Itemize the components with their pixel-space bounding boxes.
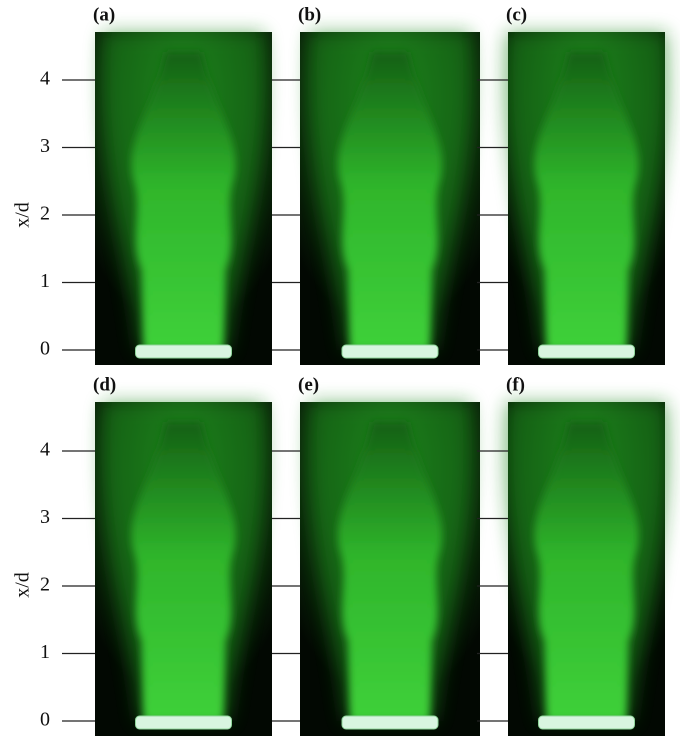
panel-label: (a) xyxy=(93,4,115,25)
jet-core xyxy=(131,52,236,350)
image-panel xyxy=(300,32,480,365)
nozzle xyxy=(538,715,635,730)
image-panel xyxy=(504,32,669,365)
nozzle xyxy=(341,715,439,730)
image-panel xyxy=(95,402,272,736)
image-panel xyxy=(300,402,480,736)
panel-label: (e) xyxy=(298,374,319,395)
nozzle xyxy=(538,344,635,359)
y-axis-label: x/d xyxy=(12,572,34,598)
panel-label: (c) xyxy=(506,4,527,25)
y-tick-label: 4 xyxy=(40,68,50,90)
y-tick-label: 2 xyxy=(40,203,50,225)
nozzle xyxy=(135,715,232,730)
jet-core xyxy=(337,422,443,721)
y-tick-label: 3 xyxy=(40,135,50,157)
panel-label: (b) xyxy=(298,4,321,25)
y-tick-label: 0 xyxy=(40,338,50,360)
nozzle xyxy=(135,344,232,359)
jet-core xyxy=(534,422,639,721)
y-tick-label: 2 xyxy=(40,574,50,596)
y-tick-label: 0 xyxy=(40,709,50,731)
image-panel xyxy=(95,32,272,365)
y-tick-label: 1 xyxy=(40,270,50,292)
jet-core xyxy=(131,422,236,721)
jet-core xyxy=(337,52,443,350)
panel-label: (d) xyxy=(93,374,116,395)
y-tick-label: 3 xyxy=(40,506,50,528)
nozzle xyxy=(341,344,439,359)
panel-label: (f) xyxy=(506,374,525,395)
y-axis-label: x/d xyxy=(12,202,34,228)
jet-core xyxy=(534,52,639,350)
y-tick-label: 4 xyxy=(40,439,50,461)
y-tick-label: 1 xyxy=(40,641,50,663)
image-panel xyxy=(504,402,669,736)
